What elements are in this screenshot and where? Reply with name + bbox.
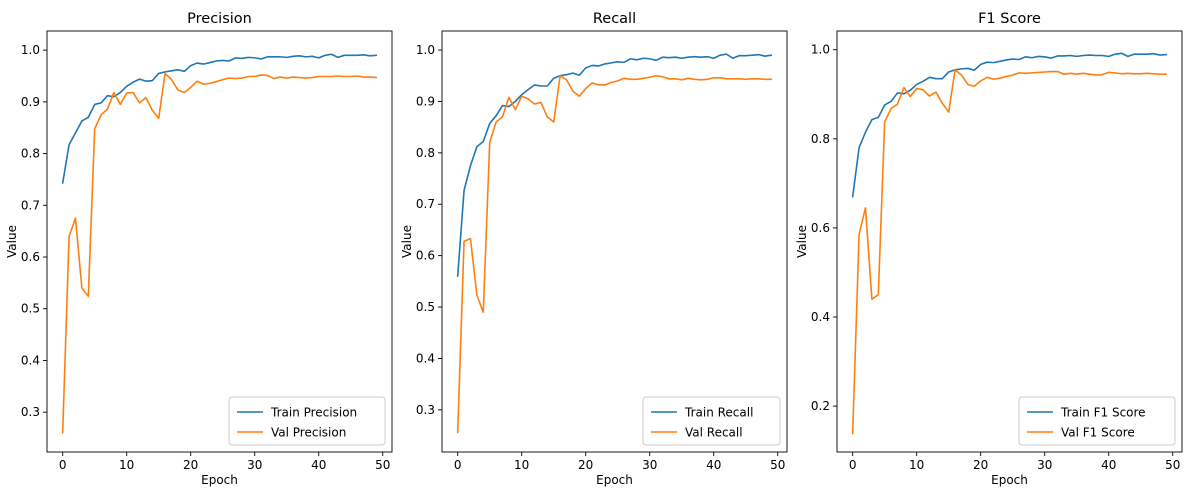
series-line-val-f1-score: [851, 68, 1168, 435]
y-tick-label: 0.7: [416, 197, 435, 211]
x-tick-label: 30: [642, 458, 657, 472]
x-tick-label: 0: [849, 458, 857, 472]
x-axis-label: Epoch: [596, 473, 633, 487]
y-tick-label: 0.3: [21, 405, 40, 419]
y-tick-label: 0.9: [21, 95, 40, 109]
axes-frame: [441, 30, 788, 453]
legend-label: Train F1 Score: [1060, 406, 1146, 420]
chart-panel-1: 0 10 20 30 40 50 0.3 0.4 0.5 0.6 0.7 0.8 0.9 1.0 Preci…: [5, 11, 393, 487]
series-line-val-precision: [61, 72, 378, 434]
x-tick-label: 30: [247, 458, 262, 472]
y-tick-label: 0.2: [811, 399, 830, 413]
x-axis-label: Epoch: [201, 473, 238, 487]
y-tick-label: 0.3: [416, 403, 435, 417]
y-tick-label: 1.0: [811, 43, 830, 57]
legend-box: [1018, 396, 1176, 446]
y-axis-label: Value: [400, 225, 414, 258]
y-tick-label: 0.8: [811, 132, 830, 146]
y-tick-label: 0.4: [811, 310, 830, 324]
series-line-train-f1-score: [851, 52, 1168, 198]
x-tick-label: 50: [1165, 458, 1180, 472]
chart-title: F1 Score: [978, 11, 1041, 27]
legend-label: Val F1 Score: [1061, 426, 1135, 440]
x-tick-label: 40: [706, 458, 721, 472]
y-tick-label: 0.6: [21, 250, 40, 264]
chart-title: Recall: [593, 11, 636, 27]
y-tick-label: 0.4: [21, 353, 40, 367]
x-tick-label: 10: [514, 458, 529, 472]
x-tick-label: 50: [375, 458, 390, 472]
y-axis-label: Value: [5, 225, 19, 258]
x-tick-label: 0: [454, 458, 462, 472]
y-tick-label: 0.8: [416, 146, 435, 160]
legend: Train Recall Val Recall: [642, 396, 781, 446]
y-tick-label: 0.4: [416, 351, 435, 365]
legend-box: [642, 396, 781, 446]
chart-panel-3: 0 10 20 30 40 50 0.2 0.4 0.6 0.8 1.0 F1 Score Epoch V…: [795, 11, 1183, 487]
series-line-train-precision: [61, 53, 378, 184]
y-tick-label: 0.8: [21, 147, 40, 161]
y-tick-label: 0.6: [416, 249, 435, 263]
x-tick-label: 10: [119, 458, 134, 472]
chart-panel-2: 0 10 20 30 40 50 0.3 0.4 0.5 0.6 0.7 0.8 0.9 1.0 Recal…: [400, 11, 788, 487]
x-tick-label: 10: [909, 458, 924, 472]
x-tick-label: 50: [770, 458, 785, 472]
legend: Train Precision Val Precision: [228, 396, 386, 446]
series-line-train-recall: [456, 53, 773, 278]
axes-frame: [836, 30, 1183, 453]
x-tick-label: 20: [578, 458, 593, 472]
legend-box: [228, 396, 386, 446]
x-tick-label: 30: [1037, 458, 1052, 472]
legend: Train F1 Score Val F1 Score: [1018, 396, 1176, 446]
y-tick-label: 0.5: [416, 300, 435, 314]
legend-label: Train Precision: [270, 406, 357, 420]
y-tick-label: 0.5: [21, 302, 40, 316]
y-tick-label: 1.0: [21, 43, 40, 57]
y-tick-label: 0.7: [21, 198, 40, 212]
chart-title: Precision: [187, 11, 252, 27]
y-tick-label: 0.6: [811, 221, 830, 235]
x-tick-label: 0: [59, 458, 67, 472]
x-tick-label: 40: [1101, 458, 1116, 472]
x-tick-label: 20: [973, 458, 988, 472]
y-axis-label: Value: [795, 225, 809, 258]
x-axis-label: Epoch: [991, 473, 1028, 487]
series-line-val-recall: [456, 74, 773, 434]
legend-label: Train Recall: [684, 406, 753, 420]
y-tick-label: 0.9: [416, 94, 435, 108]
x-tick-label: 40: [311, 458, 326, 472]
legend-label: Val Precision: [271, 426, 346, 440]
axes-frame: [46, 30, 393, 453]
y-tick-label: 1.0: [416, 43, 435, 57]
x-tick-label: 20: [183, 458, 198, 472]
legend-label: Val Recall: [685, 426, 743, 440]
